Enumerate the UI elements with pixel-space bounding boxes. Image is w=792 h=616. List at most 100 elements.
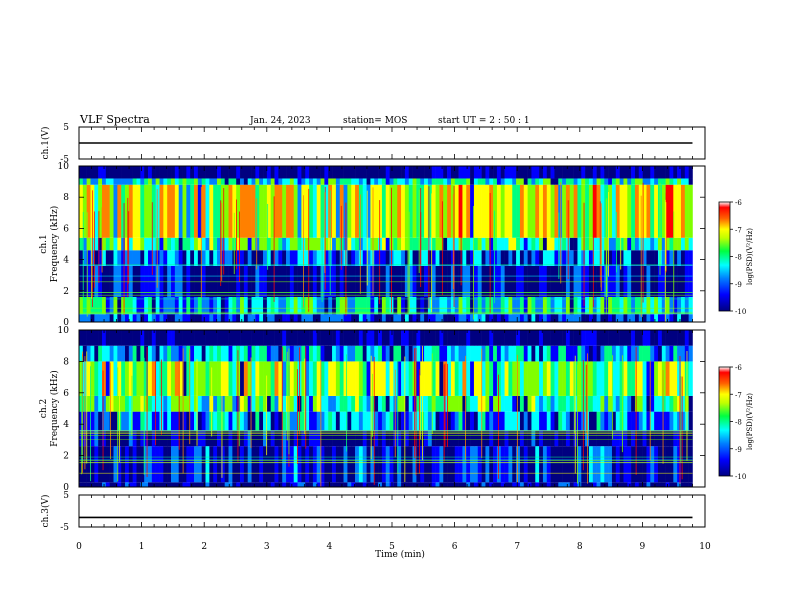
spectral-cell — [171, 237, 176, 251]
spectral-cell — [634, 237, 640, 251]
spectral-cell — [174, 430, 179, 447]
spectral-cell — [535, 430, 540, 447]
spectral-cell — [79, 297, 84, 315]
spectral-cell — [385, 184, 390, 238]
spectral-cell — [542, 166, 548, 179]
spectral-cell — [519, 330, 525, 346]
spectral-cell — [443, 237, 448, 251]
spectral-cell — [270, 265, 275, 298]
spectral-cell — [194, 482, 199, 487]
spectral-cell — [305, 166, 310, 179]
spectral-cell — [600, 184, 605, 238]
spectral-cell — [604, 330, 609, 346]
spectral-cell — [458, 178, 463, 185]
spectral-cell — [113, 482, 118, 487]
spectral-cell — [251, 297, 256, 315]
spectral-cell — [450, 482, 456, 487]
spectral-cell — [362, 265, 367, 298]
spectral-cell — [493, 411, 498, 431]
spectral-cell — [634, 184, 640, 238]
spectral-cell — [600, 265, 605, 298]
spectral-cell — [167, 184, 172, 238]
spectral-cell — [266, 482, 272, 487]
spectral-cell — [558, 430, 563, 447]
spectral-cell — [680, 482, 686, 487]
spectral-cell — [236, 330, 241, 346]
spectral-cell — [508, 345, 513, 362]
spectral-cell — [278, 411, 283, 431]
spectral-cell — [136, 395, 141, 412]
spectral-cell — [646, 395, 651, 412]
spectral-cell — [615, 361, 620, 396]
spectral-cell — [109, 184, 114, 238]
spectral-cell — [335, 178, 341, 185]
spectral-cell — [282, 250, 287, 266]
spectral-cell — [439, 237, 444, 251]
spectral-cell — [458, 446, 463, 483]
spectral-cell — [458, 430, 463, 447]
spectral-cell — [416, 237, 421, 251]
spectral-cell — [473, 178, 479, 185]
spectral-cell — [542, 184, 548, 238]
spectral-cell — [79, 178, 84, 185]
spectral-cell — [82, 250, 87, 266]
spectral-cell — [301, 482, 306, 487]
spectral-cell — [573, 314, 578, 322]
spectral-cell — [477, 184, 482, 238]
spectral-cell — [255, 265, 260, 298]
spectral-cell — [673, 178, 678, 185]
spectral-cell — [519, 314, 525, 322]
spectral-cell — [355, 265, 360, 298]
spectral-cell — [619, 330, 624, 346]
spectral-cell — [243, 184, 248, 238]
spectral-cell — [159, 166, 164, 179]
spectral-cell — [627, 361, 632, 396]
spectral-cell — [255, 330, 260, 346]
spectral-cell — [458, 184, 463, 238]
spectral-cell — [512, 411, 517, 431]
spectral-cell — [654, 178, 659, 185]
spectral-cell — [240, 411, 245, 431]
spectral-cell — [347, 411, 352, 431]
spectral-cell — [631, 395, 636, 412]
spectral-cell — [431, 178, 436, 185]
spectral-cell — [266, 237, 272, 251]
spectral-cell — [94, 237, 99, 251]
spectral-cell — [412, 250, 417, 266]
spectral-cell — [654, 184, 659, 238]
spectral-cell — [289, 184, 295, 238]
spectral-cell — [293, 361, 298, 396]
spectral-cell — [516, 330, 521, 346]
spectral-cell — [79, 446, 84, 483]
spectral-cell — [332, 184, 337, 238]
spectral-cell — [79, 330, 84, 346]
spectral-cell — [627, 482, 632, 487]
spectral-cell — [182, 184, 187, 238]
spectral-cell — [489, 166, 494, 179]
y-tick-label: 4 — [63, 420, 69, 430]
spectral-cell — [358, 237, 364, 251]
spectral-cell — [259, 237, 264, 251]
spectral-cell — [615, 250, 620, 266]
spectral-cell — [427, 184, 433, 238]
spectral-cell — [627, 237, 632, 251]
spectral-cell — [224, 411, 229, 431]
spectral-cell — [581, 330, 586, 346]
spectral-cell — [205, 330, 210, 346]
spectral-cell — [496, 237, 502, 251]
spectral-cell — [109, 482, 114, 487]
spectral-cell — [615, 345, 620, 362]
spectral-cell — [562, 178, 567, 185]
spectral-cell — [347, 314, 352, 322]
spectral-cell — [201, 237, 206, 251]
spectral-cell — [278, 345, 283, 362]
x-tick-label: 1 — [139, 542, 145, 552]
spectral-cell — [366, 265, 371, 298]
spectral-cell — [94, 345, 99, 362]
spectral-cell — [638, 411, 643, 431]
spectral-cell — [167, 178, 172, 185]
spectral-cell — [163, 166, 168, 179]
spectral-cell — [558, 166, 563, 179]
spectral-cell — [171, 446, 176, 483]
spectral-cell — [190, 411, 195, 431]
